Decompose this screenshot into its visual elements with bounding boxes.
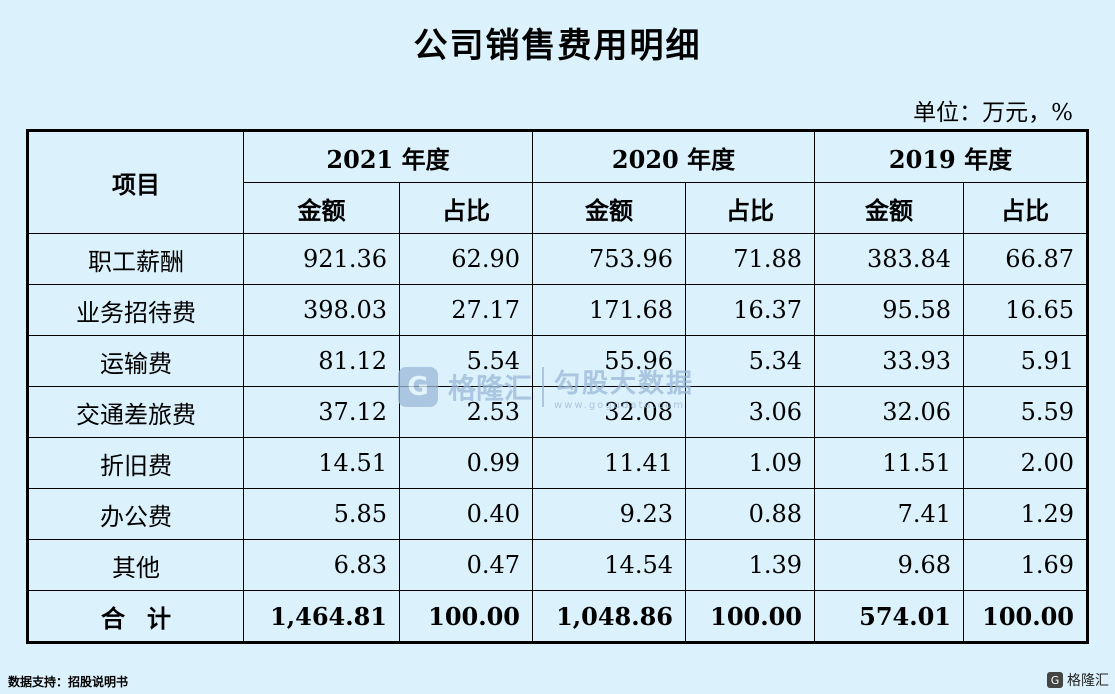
page-title: 公司销售费用明细 — [413, 26, 702, 66]
ratio-cell: 5.34 — [685, 335, 815, 387]
year-header: 2020 年度 — [532, 130, 815, 183]
ratio-cell: 0.47 — [399, 539, 533, 591]
amount-cell: 37.12 — [243, 386, 400, 438]
ratio-cell: 1.39 — [685, 539, 815, 591]
amount-cell: 398.03 — [243, 284, 400, 336]
table-body: 职工薪酬 921.36 62.90 753.96 71.88 383.84 66.87 业务招… — [27, 233, 1088, 643]
unit-note: 单位：万元，% — [913, 100, 1073, 126]
ratio-cell: 100.00 — [685, 590, 815, 643]
row-label: 业务招待费 — [27, 284, 244, 336]
row-label: 办公费 — [27, 488, 244, 540]
amount-header: 金额 — [814, 182, 964, 234]
amount-cell: 55.96 — [532, 335, 686, 387]
ratio-cell: 5.59 — [963, 386, 1088, 438]
table-row: 其他 6.83 0.47 14.54 1.39 9.68 1.69 — [27, 539, 1088, 591]
ratio-cell: 5.91 — [963, 335, 1088, 387]
ratio-cell: 66.87 — [963, 233, 1088, 285]
row-label: 运输费 — [27, 335, 244, 387]
amount-cell: 9.68 — [814, 539, 964, 591]
ratio-header: 占比 — [685, 182, 815, 234]
table-row: 交通差旅费 37.12 2.53 32.08 3.06 32.06 5.59 — [27, 386, 1088, 438]
amount-cell: 1,048.86 — [532, 590, 686, 643]
amount-cell: 9.23 — [532, 488, 686, 540]
amount-cell: 14.54 — [532, 539, 686, 591]
amount-cell: 81.12 — [243, 335, 400, 387]
ratio-header: 占比 — [399, 182, 533, 234]
amount-cell: 383.84 — [814, 233, 964, 285]
ratio-cell: 1.09 — [685, 437, 815, 489]
ratio-cell: 27.17 — [399, 284, 533, 336]
year-header: 2021 年度 — [243, 130, 533, 183]
amount-cell: 11.41 — [532, 437, 686, 489]
amount-cell: 33.93 — [814, 335, 964, 387]
table-row: 折旧费 14.51 0.99 11.41 1.09 11.51 2.00 — [27, 437, 1088, 489]
ratio-cell: 2.53 — [399, 386, 533, 438]
data-source-note: 数据支持：招股说明书 — [8, 675, 129, 689]
ratio-cell: 0.88 — [685, 488, 815, 540]
amount-cell: 574.01 — [814, 590, 964, 643]
amount-cell: 32.08 — [532, 386, 686, 438]
amount-cell: 6.83 — [243, 539, 400, 591]
amount-cell: 171.68 — [532, 284, 686, 336]
table-row: 办公费 5.85 0.40 9.23 0.88 7.41 1.29 — [27, 488, 1088, 540]
amount-cell: 7.41 — [814, 488, 964, 540]
amount-cell: 753.96 — [532, 233, 686, 285]
sales-expense-table: 项目 2021 年度 2020 年度 2019 年度 金额 占比 金额 占比 金… — [26, 129, 1089, 644]
ratio-cell: 3.06 — [685, 386, 815, 438]
ratio-cell: 16.37 — [685, 284, 815, 336]
amount-cell: 11.51 — [814, 437, 964, 489]
row-label: 折旧费 — [27, 437, 244, 489]
amount-cell: 1,464.81 — [243, 590, 400, 643]
ratio-header: 占比 — [963, 182, 1088, 234]
table-row: 职工薪酬 921.36 62.90 753.96 71.88 383.84 66.87 — [27, 233, 1088, 285]
ratio-cell: 0.99 — [399, 437, 533, 489]
table-row: 业务招待费 398.03 27.17 171.68 16.37 95.58 16.65 — [27, 284, 1088, 336]
row-label: 其他 — [27, 539, 244, 591]
amount-cell: 921.36 — [243, 233, 400, 285]
year-header: 2019 年度 — [814, 130, 1088, 183]
total-row: 合计 1,464.81 100.00 1,048.86 100.00 574.01 100.… — [27, 590, 1088, 643]
amount-cell: 5.85 — [243, 488, 400, 540]
amount-header: 金额 — [532, 182, 686, 234]
row-label: 合计 — [27, 590, 244, 643]
amount-cell: 95.58 — [814, 284, 964, 336]
row-label: 交通差旅费 — [27, 386, 244, 438]
ratio-cell: 5.54 — [399, 335, 533, 387]
corner-logo: G 格隆汇 — [1047, 670, 1109, 690]
ratio-cell: 0.40 — [399, 488, 533, 540]
ratio-cell: 1.29 — [963, 488, 1088, 540]
ratio-cell: 16.65 — [963, 284, 1088, 336]
ratio-cell: 2.00 — [963, 437, 1088, 489]
amount-cell: 14.51 — [243, 437, 400, 489]
corner-logo-icon: G — [1047, 672, 1063, 688]
table-row: 运输费 81.12 5.54 55.96 5.34 33.93 5.91 — [27, 335, 1088, 387]
row-label: 职工薪酬 — [27, 233, 244, 285]
ratio-cell: 62.90 — [399, 233, 533, 285]
ratio-cell: 100.00 — [963, 590, 1088, 643]
corner-brand: 格隆汇 — [1067, 673, 1109, 689]
ratio-cell: 100.00 — [399, 590, 533, 643]
amount-cell: 32.06 — [814, 386, 964, 438]
ratio-cell: 1.69 — [963, 539, 1088, 591]
item-header: 项目 — [27, 130, 244, 234]
ratio-cell: 71.88 — [685, 233, 815, 285]
amount-header: 金额 — [243, 182, 400, 234]
